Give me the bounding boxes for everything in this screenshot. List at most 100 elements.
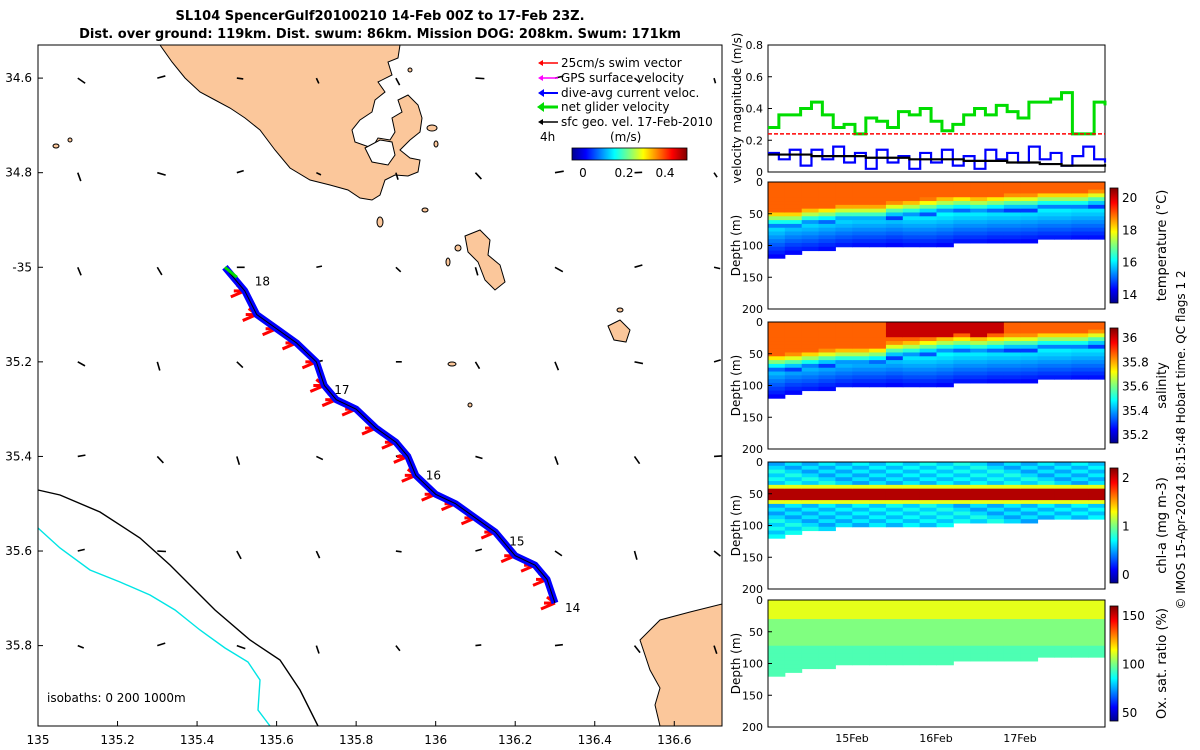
section-cell [852,465,870,471]
section-cell [852,634,870,639]
section-cell [970,239,988,244]
section-cell [869,363,887,369]
section-cell [919,600,937,605]
section-cell [902,375,921,380]
section-cell [987,607,1005,612]
section-cell [936,329,954,334]
section-cell [852,341,870,346]
section-cell [835,208,853,213]
section-cell [902,204,921,210]
section-cell [1054,473,1072,478]
section-cell [902,322,921,327]
section-cell [869,462,887,467]
section-cell [1071,462,1089,467]
section-cell [885,465,904,471]
section-cell [970,197,988,202]
section-cell [1088,630,1106,635]
section-cell [801,630,820,635]
section-cell [852,344,870,350]
section-cell [801,660,820,666]
section-cell [885,363,904,369]
section-cell [835,500,853,505]
section-cell [835,619,853,624]
section-cell [1088,363,1106,369]
section-cell [1071,626,1089,631]
section-cell [1037,641,1055,647]
section-cell [852,197,870,202]
section-cell [1037,344,1055,350]
section-cell [902,235,921,240]
section-colorbar [1109,605,1119,722]
section-cell [1037,619,1055,624]
depth-tick-label: 50 [749,348,763,361]
section-cell [1054,182,1072,187]
section-cell [1071,182,1089,187]
section-cell [902,185,921,191]
section-cell [902,382,921,388]
section-cell [987,185,1005,191]
section-cell [919,500,937,505]
sfc-vector [475,77,485,80]
section-cell [852,603,870,609]
section-cell [818,481,836,486]
section-cell [801,615,820,620]
section-cell [784,379,803,384]
section-cell [784,325,803,331]
section-cell [936,488,954,493]
section-cell [1003,208,1022,213]
section-cell [902,216,921,221]
section-cell [784,519,803,524]
section-cell [1020,503,1039,509]
section-cell [970,653,988,658]
section-cell [919,507,937,513]
section-cell [919,462,937,467]
section-cell [818,492,836,497]
section-cell [1020,473,1039,478]
section-cell [801,626,820,631]
section-cell [1003,507,1022,513]
section-cell [768,530,786,535]
section-cell [818,223,836,229]
section-cell [885,212,904,217]
section-cell [1003,322,1022,327]
section-cell [818,473,836,478]
section-cell [869,660,887,666]
day-label: 15 [509,535,524,549]
section-cell [902,344,921,350]
section-cell [1003,231,1022,236]
section-cell [1071,649,1089,654]
section-cell [902,201,921,206]
section-cell [885,469,904,474]
section-cell [970,185,988,191]
section-cell [835,204,853,210]
section-cell [801,484,820,490]
section-cell [919,223,937,229]
section-cell [953,484,971,490]
section-cell [987,473,1005,478]
section-cell [953,239,971,244]
section-cell [1071,653,1089,658]
section-cell [1037,204,1055,210]
section-cell [970,182,988,187]
section-cell [1003,462,1022,467]
section-cell [919,348,937,353]
section-cell [835,641,853,647]
sfc-vector [77,77,86,84]
section-cell [1088,469,1106,474]
section-cell [902,500,921,505]
section-cell [784,626,803,631]
map-colorbar [571,147,688,161]
sfc-vector [395,77,401,86]
section-cell [936,371,954,376]
section-cell [1071,622,1089,628]
section-cell [936,182,954,187]
map-x-tick-label: 136.6 [657,733,691,747]
section-cell [818,630,836,635]
section-cell [1003,367,1022,373]
section-cell [1054,634,1072,639]
section-cell [1003,185,1022,191]
section-cell [1088,492,1106,497]
section-cell [869,630,887,635]
